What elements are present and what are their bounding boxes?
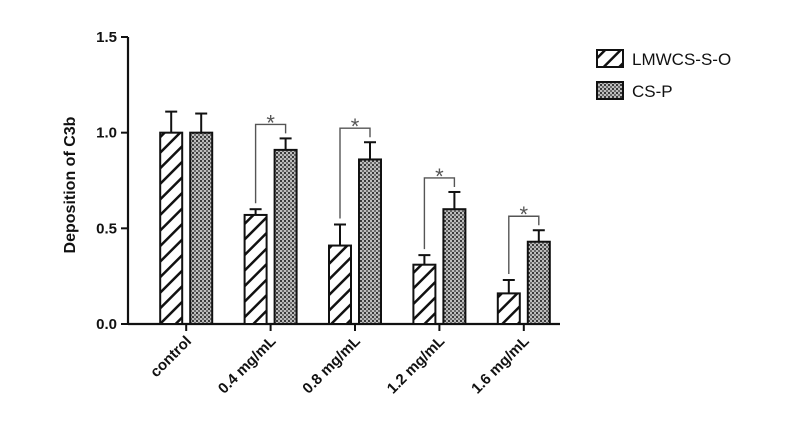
y-tick-label: 0.0 — [96, 316, 117, 333]
bar-csp — [358, 158, 382, 325]
legend: LMWCS-S-O CS-P — [596, 49, 731, 101]
bar-lmwcs — [159, 131, 184, 325]
significance-bracket — [339, 127, 371, 219]
bar-lmwcs — [328, 244, 352, 325]
plot-area: 0.0 0.5 1.0 1.5 control 0.4 mg/mL * 0.8 mg/mL * 1… — [96, 29, 560, 397]
x-tick-label: 1.2 mg/mL — [384, 333, 448, 397]
y-axis-label: Deposition of C3b — [62, 116, 79, 253]
x-tick-label: 1.6 mg/mL — [468, 333, 532, 397]
bar-lmwcs — [412, 263, 437, 326]
bar-csp — [273, 148, 298, 325]
bar-lmwcs — [243, 213, 268, 325]
legend-swatch-lmwcs — [596, 49, 624, 68]
significance-bracket — [254, 123, 287, 204]
legend-label-lmwcs: LMWCS-S-O — [632, 50, 731, 69]
legend-label-csp: CS-P — [632, 82, 673, 101]
x-tick-label: 0.4 mg/mL — [215, 333, 279, 397]
bar-lmwcs — [496, 292, 521, 325]
significance-star: * — [266, 110, 275, 135]
significance-star: * — [435, 164, 444, 189]
significance-bracket — [508, 215, 540, 274]
y-tick-label: 1.0 — [96, 125, 117, 142]
bar-csp — [442, 208, 467, 325]
x-tick-label: 0.8 mg/mL — [299, 333, 363, 397]
y-tick-label: 1.5 — [96, 29, 117, 46]
significance-bracket — [423, 177, 456, 250]
significance-star: * — [520, 202, 529, 227]
bar-csp — [526, 240, 551, 325]
bar-csp — [189, 131, 214, 325]
legend-swatch-csp — [596, 81, 624, 100]
y-tick-label: 0.5 — [96, 220, 117, 237]
x-tick-label: control — [147, 333, 195, 381]
significance-star: * — [351, 114, 360, 139]
